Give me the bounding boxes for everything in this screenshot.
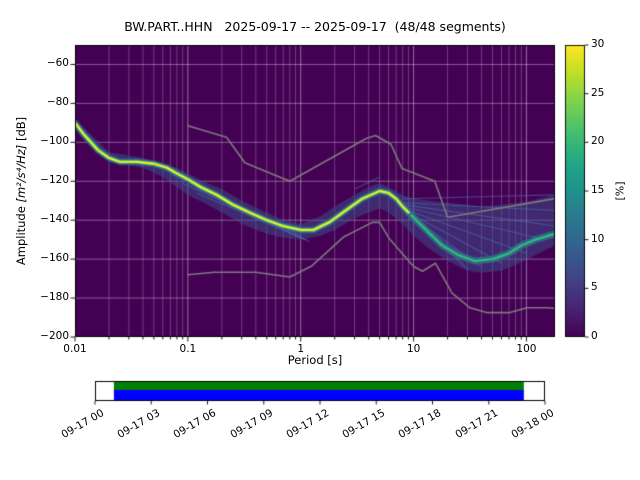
y-tick-label: −140	[40, 213, 69, 226]
colorbar-tick-label: 20	[591, 135, 605, 148]
x-tick-label: 0.01	[63, 343, 87, 355]
y-tick-label: −160	[40, 252, 69, 265]
colorbar-tick-label: 30	[591, 38, 605, 50]
y-tick-label: −60	[46, 57, 69, 70]
x-tick-label: 10	[406, 343, 421, 355]
colorbar-tick-label: 5	[591, 281, 598, 294]
y-tick-label: −180	[40, 291, 69, 304]
colorbar-label: [%]	[613, 181, 627, 201]
colorbar-tick-label: 25	[591, 86, 605, 99]
x-tick-label: 1	[297, 343, 305, 355]
x-axis-label: Period [s]	[287, 353, 343, 367]
colorbar-tick-label: 15	[591, 184, 605, 196]
colorbar-tick-label: 0	[591, 330, 598, 342]
plot-title: BW.PART..HHN 2025-09-17 -- 2025-09-17 (4…	[124, 19, 506, 34]
colorbar-tick-label: 10	[591, 232, 605, 245]
y-tick-label: −80	[46, 96, 69, 109]
x-tick-label: 0.1	[179, 343, 197, 355]
y-tick-label: −120	[40, 174, 69, 187]
y-tick-label: −100	[40, 135, 69, 148]
x-tick-label: 100	[516, 343, 537, 355]
y-tick-label: −200	[40, 330, 69, 342]
